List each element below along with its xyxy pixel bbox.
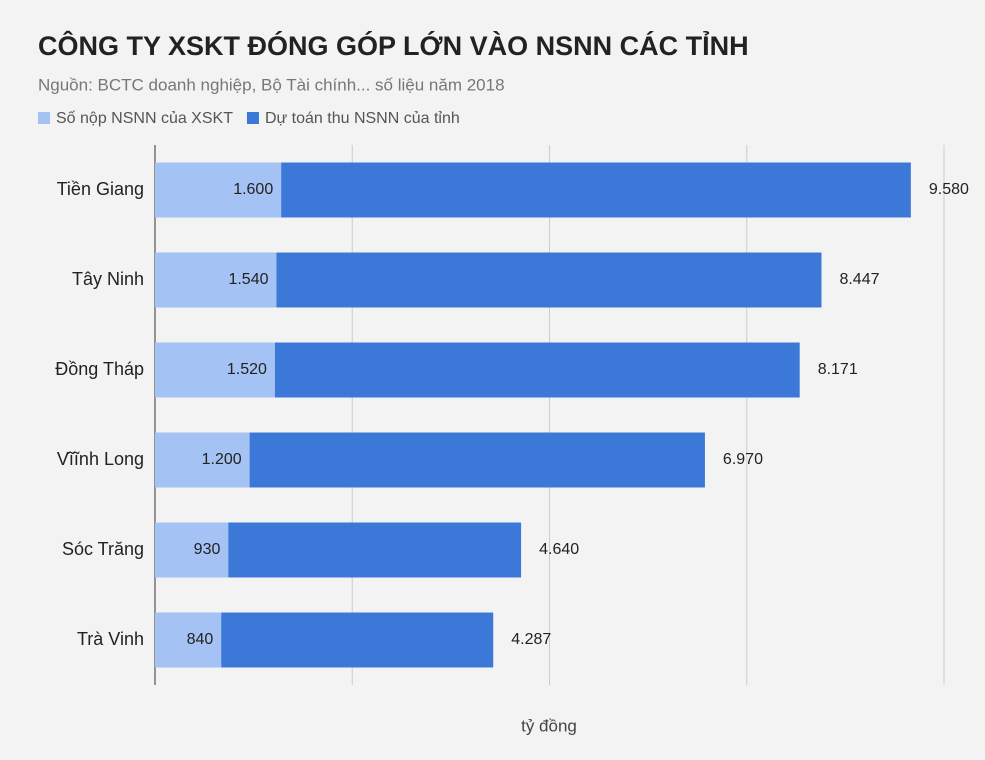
legend-swatch <box>38 112 50 124</box>
bar <box>155 162 282 218</box>
legend-label: Dự toán thu NSNN của tỉnh <box>265 110 460 127</box>
y-tick-label: Vĩĩnh Long <box>57 449 144 469</box>
bar <box>155 522 229 578</box>
y-tick-label: Đồng Tháp <box>55 359 144 379</box>
legend-swatch <box>246 112 259 124</box>
y-tick-label: Trà Vinh <box>77 629 144 649</box>
bar <box>155 342 275 398</box>
data-label: 1.520 <box>227 361 267 378</box>
data-label: 1.540 <box>228 271 268 288</box>
legend-label: Số nộp NSNN của XSKT <box>56 110 233 127</box>
data-label: 1.200 <box>202 451 242 468</box>
data-label: 6.970 <box>723 451 763 468</box>
chart-title: CÔNG TY XSKT ĐÓNG GÓP LỚN VÀO NSNN CÁC T… <box>38 29 749 61</box>
bar <box>155 252 277 308</box>
data-label: 8.171 <box>818 361 858 378</box>
x-axis-label: tỷ đồng <box>521 716 577 735</box>
data-label: 4.287 <box>511 631 551 648</box>
chart-subtitle: Nguồn: BCTC doanh nghiệp, Bộ Tài chính..… <box>38 75 505 94</box>
data-label: 8.447 <box>839 271 879 288</box>
data-label: 9.580 <box>929 181 969 198</box>
data-label: 1.600 <box>233 181 273 198</box>
data-label: 4.640 <box>539 541 579 558</box>
bar <box>155 612 222 668</box>
y-tick-label: Tiền Giang <box>57 179 144 199</box>
data-label: 930 <box>194 541 221 558</box>
data-label: 840 <box>187 631 214 648</box>
y-tick-label: Sóc Trăng <box>62 539 144 559</box>
bar <box>155 432 250 488</box>
y-tick-label: Tây Ninh <box>72 269 144 289</box>
